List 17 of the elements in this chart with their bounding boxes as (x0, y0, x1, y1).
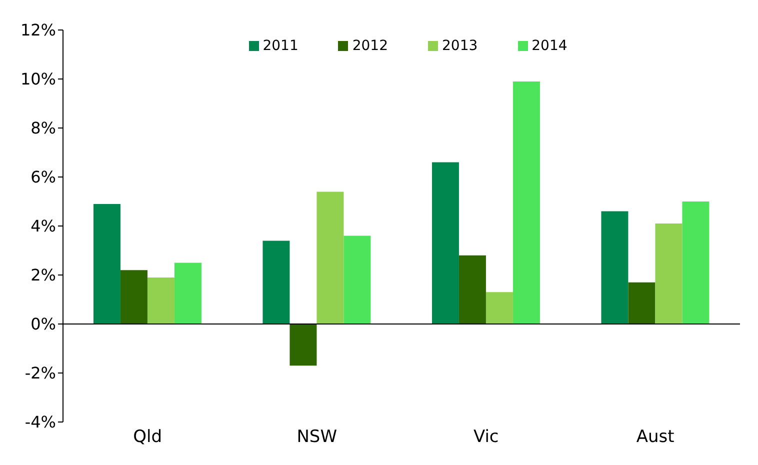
y-tick-label: 10% (20, 70, 56, 89)
y-tick-label: 6% (30, 168, 56, 187)
y-tick-label: -4% (24, 412, 56, 432)
x-tick-label: Vic (473, 427, 499, 448)
y-tick-label: -2% (24, 364, 56, 383)
legend-label: 2012 (352, 38, 388, 54)
legend-label: 2011 (262, 38, 298, 54)
x-tick-label: NSW (296, 427, 338, 448)
y-tick-label: 4% (30, 216, 56, 236)
y-tick-label: 0% (30, 314, 56, 334)
y-tick-label: 2% (30, 266, 56, 285)
x-tick-label: Aust (636, 427, 675, 448)
legend-label: 2014 (532, 38, 568, 54)
x-tick-label: Qld (133, 427, 162, 448)
legend-label: 2013 (442, 38, 478, 54)
y-tick-label: 12% (20, 20, 56, 40)
y-tick-label: 8% (30, 118, 56, 138)
